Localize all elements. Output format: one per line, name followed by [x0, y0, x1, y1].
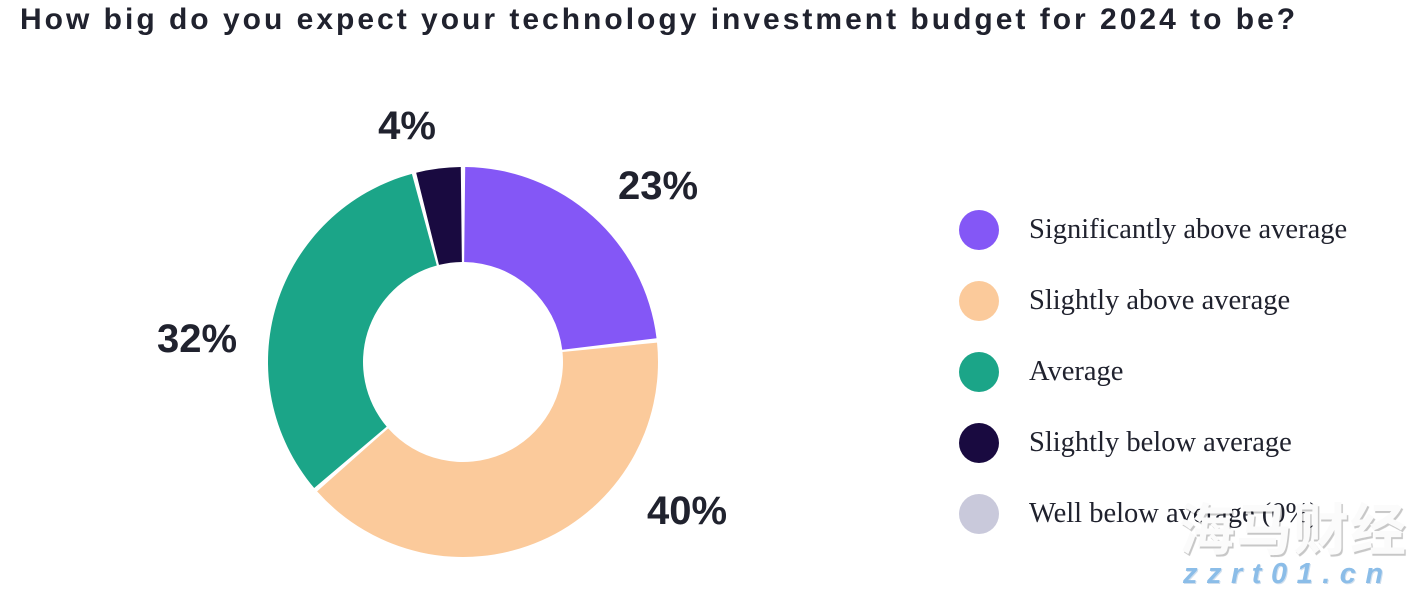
svg-text:40%: 40%	[647, 489, 727, 533]
svg-text:4%: 4%	[378, 104, 436, 148]
svg-text:23%: 23%	[618, 164, 698, 208]
svg-text:32%: 32%	[157, 317, 237, 361]
